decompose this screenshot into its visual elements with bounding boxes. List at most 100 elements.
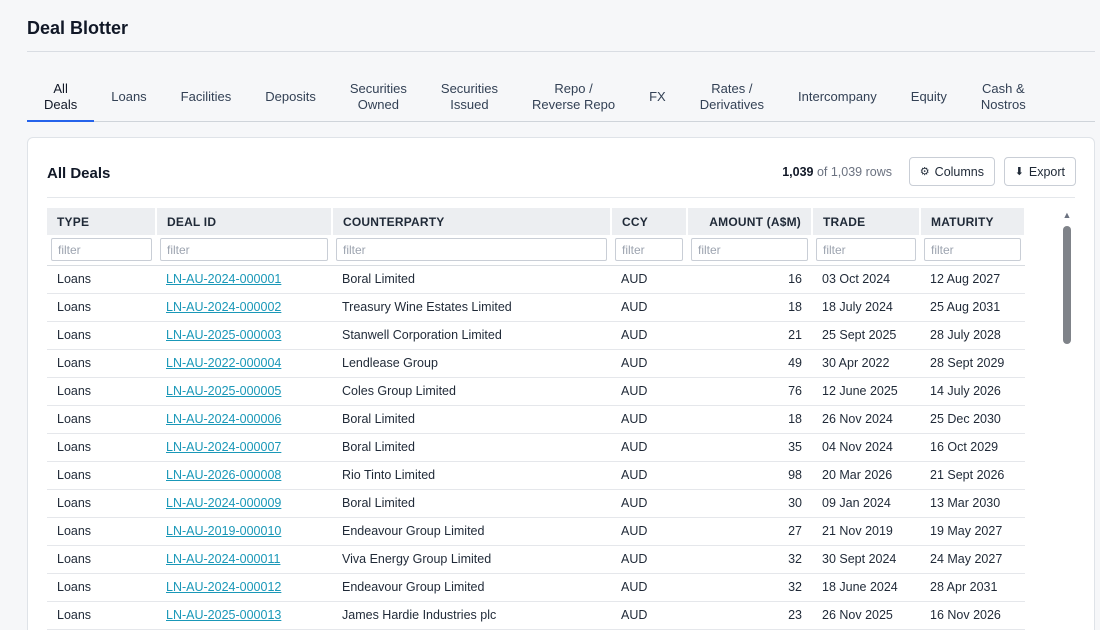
deal-id-link[interactable]: LN-AU-2025-000013: [166, 608, 282, 622]
trade-date-cell: 20 Mar 2026: [812, 461, 920, 490]
type-cell: Loans: [47, 601, 156, 630]
vertical-scrollbar[interactable]: ▲: [1062, 210, 1072, 630]
trade-date-cell: 30 Apr 2022: [812, 349, 920, 378]
tab-facilities[interactable]: Facilities: [180, 88, 232, 104]
deal-id-link[interactable]: LN-AU-2022-000004: [166, 356, 282, 370]
type-cell: Loans: [47, 517, 156, 546]
table-row[interactable]: Loans LN-AU-2024-000007 Boral Limited AUD 35…: [47, 433, 1025, 462]
column-header-counterparty[interactable]: COUNTERPARTY: [332, 208, 612, 235]
amount-cell: 18: [687, 405, 812, 434]
deal-id-link[interactable]: LN-AU-2024-000006: [166, 412, 282, 426]
amount-cell: 27: [687, 517, 812, 546]
trade-date-cell: 03 Oct 2024: [812, 265, 920, 294]
filter-input-maturity[interactable]: [924, 238, 1021, 262]
type-cell: Loans: [47, 265, 156, 294]
table-row[interactable]: Loans LN-AU-2024-000009 Boral Limited AUD 30…: [47, 489, 1025, 518]
deal-id-cell: LN-AU-2025-000003: [156, 321, 332, 350]
type-cell: Loans: [47, 545, 156, 574]
filter-input-deal-id[interactable]: [160, 238, 328, 262]
filter-row: [47, 235, 1025, 266]
type-cell: Loans: [47, 405, 156, 434]
tab-cash-nostros[interactable]: Cash & Nostros: [980, 80, 1026, 112]
ccy-cell: AUD: [611, 321, 687, 350]
type-cell: Loans: [47, 377, 156, 406]
filter-input-counterparty[interactable]: [336, 238, 607, 262]
deal-id-link[interactable]: LN-AU-2025-000005: [166, 384, 282, 398]
amount-cell: 35: [687, 433, 812, 462]
ccy-cell: AUD: [611, 573, 687, 602]
column-header-amount-a-m[interactable]: AMOUNT (A$M): [687, 208, 813, 235]
download-arrow-icon: ⬇: [1014, 166, 1024, 178]
filter-input-type[interactable]: [51, 238, 152, 262]
deal-id-link[interactable]: LN-AU-2024-000001: [166, 272, 282, 286]
deal-id-link[interactable]: LN-AU-2025-000003: [166, 328, 282, 342]
ccy-cell: AUD: [611, 405, 687, 434]
maturity-date-cell: 16 Nov 2026: [920, 601, 1025, 630]
amount-cell: 49: [687, 349, 812, 378]
table-row[interactable]: Loans LN-AU-2024-000012 Endeavour Group Li…: [47, 573, 1025, 602]
amount-cell: 32: [687, 573, 812, 602]
maturity-date-cell: 19 May 2027: [920, 517, 1025, 546]
tab-fx[interactable]: FX: [649, 88, 666, 104]
table-row[interactable]: Loans LN-AU-2024-000011 Viva Energy Group …: [47, 545, 1025, 574]
scroll-up-arrow-icon[interactable]: ▲: [1062, 210, 1072, 220]
column-header-type[interactable]: TYPE: [47, 208, 157, 235]
columns-button[interactable]: ⚙ Columns: [908, 157, 995, 186]
column-header-deal-id[interactable]: DEAL ID: [156, 208, 333, 235]
table-row[interactable]: Loans LN-AU-2022-000004 Lendlease Group AUD…: [47, 349, 1025, 378]
deal-id-cell: LN-AU-2019-000010: [156, 517, 332, 546]
maturity-date-cell: 16 Oct 2029: [920, 433, 1025, 462]
filter-cell: [332, 235, 611, 266]
table-row[interactable]: Loans LN-AU-2024-000002 Treasury Wine Esta…: [47, 293, 1025, 322]
table-row[interactable]: Loans LN-AU-2025-000003 Stanwell Corporati…: [47, 321, 1025, 350]
tab-all-deals[interactable]: All Deals: [27, 72, 95, 122]
table-row[interactable]: Loans LN-AU-2025-000005 Coles Group Limite…: [47, 377, 1025, 406]
columns-button-label: Columns: [934, 164, 984, 179]
tab-loans[interactable]: Loans: [111, 88, 147, 104]
ccy-cell: AUD: [611, 545, 687, 574]
deal-id-link[interactable]: LN-AU-2019-000010: [166, 524, 282, 538]
counterparty-cell: Lendlease Group: [332, 349, 611, 378]
deal-id-cell: LN-AU-2024-000009: [156, 489, 332, 518]
ccy-cell: AUD: [611, 265, 687, 294]
deal-id-link[interactable]: LN-AU-2024-000009: [166, 496, 282, 510]
ccy-cell: AUD: [611, 349, 687, 378]
counterparty-cell: Endeavour Group Limited: [332, 573, 611, 602]
column-header-trade[interactable]: TRADE: [812, 208, 921, 235]
filter-input-trade[interactable]: [816, 238, 916, 262]
app-title: Deal Blotter: [27, 18, 129, 38]
table-row[interactable]: Loans LN-AU-2025-000013 James Hardie Indus…: [47, 601, 1025, 630]
tab-repo-reverse-repo[interactable]: Repo / Reverse Repo: [531, 80, 616, 112]
deal-id-link[interactable]: LN-AU-2026-000008: [166, 468, 282, 482]
column-header-ccy[interactable]: CCY: [611, 208, 688, 235]
filter-cell: [47, 235, 156, 266]
trade-date-cell: 25 Sept 2025: [812, 321, 920, 350]
counterparty-cell: Boral Limited: [332, 265, 611, 294]
ccy-cell: AUD: [611, 433, 687, 462]
counterparty-cell: Boral Limited: [332, 433, 611, 462]
deals-table: TYPE DEAL ID COUNTERPARTY CCY AMOUNT (A$M) TR…: [47, 208, 1026, 630]
table-row[interactable]: Loans LN-AU-2026-000008 Rio Tinto Limited A…: [47, 461, 1025, 490]
deal-id-cell: LN-AU-2024-000001: [156, 265, 332, 294]
maturity-date-cell: 28 Sept 2029: [920, 349, 1025, 378]
table-row[interactable]: Loans LN-AU-2019-000010 Endeavour Group Li…: [47, 517, 1025, 546]
maturity-date-cell: 12 Aug 2027: [920, 265, 1025, 294]
tab-equity[interactable]: Equity: [910, 88, 947, 104]
filter-input-ccy[interactable]: [615, 238, 683, 262]
tab-deposits[interactable]: Deposits: [265, 88, 316, 104]
table-row[interactable]: Loans LN-AU-2024-000006 Boral Limited AUD 18…: [47, 405, 1025, 434]
filter-input-amount-a-m[interactable]: [691, 238, 808, 262]
table-row[interactable]: Loans LN-AU-2024-000001 Boral Limited AUD 16…: [47, 265, 1025, 294]
deal-id-link[interactable]: LN-AU-2024-000007: [166, 440, 282, 454]
deal-id-link[interactable]: LN-AU-2024-000011: [166, 552, 281, 566]
column-header-maturity[interactable]: MATURITY: [920, 208, 1026, 235]
tab-securities-owned[interactable]: Securities Owned: [349, 80, 407, 112]
tab-rates-derivatives[interactable]: Rates / Derivatives: [699, 80, 765, 112]
deal-id-link[interactable]: LN-AU-2024-000012: [166, 580, 282, 594]
scroll-thumb[interactable]: [1063, 226, 1071, 344]
tab-intercompany[interactable]: Intercompany: [798, 88, 877, 104]
tab-securities-issued[interactable]: Securities Issued: [440, 80, 498, 112]
export-button[interactable]: ⬇ Export: [1003, 157, 1076, 186]
maturity-date-cell: 25 Aug 2031: [920, 293, 1025, 322]
deal-id-link[interactable]: LN-AU-2024-000002: [166, 300, 282, 314]
